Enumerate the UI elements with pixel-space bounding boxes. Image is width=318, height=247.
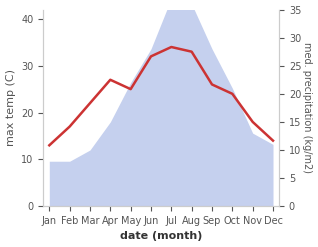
X-axis label: date (month): date (month) <box>120 231 202 242</box>
Y-axis label: max temp (C): max temp (C) <box>5 69 16 146</box>
Y-axis label: med. precipitation (kg/m2): med. precipitation (kg/m2) <box>302 42 313 173</box>
